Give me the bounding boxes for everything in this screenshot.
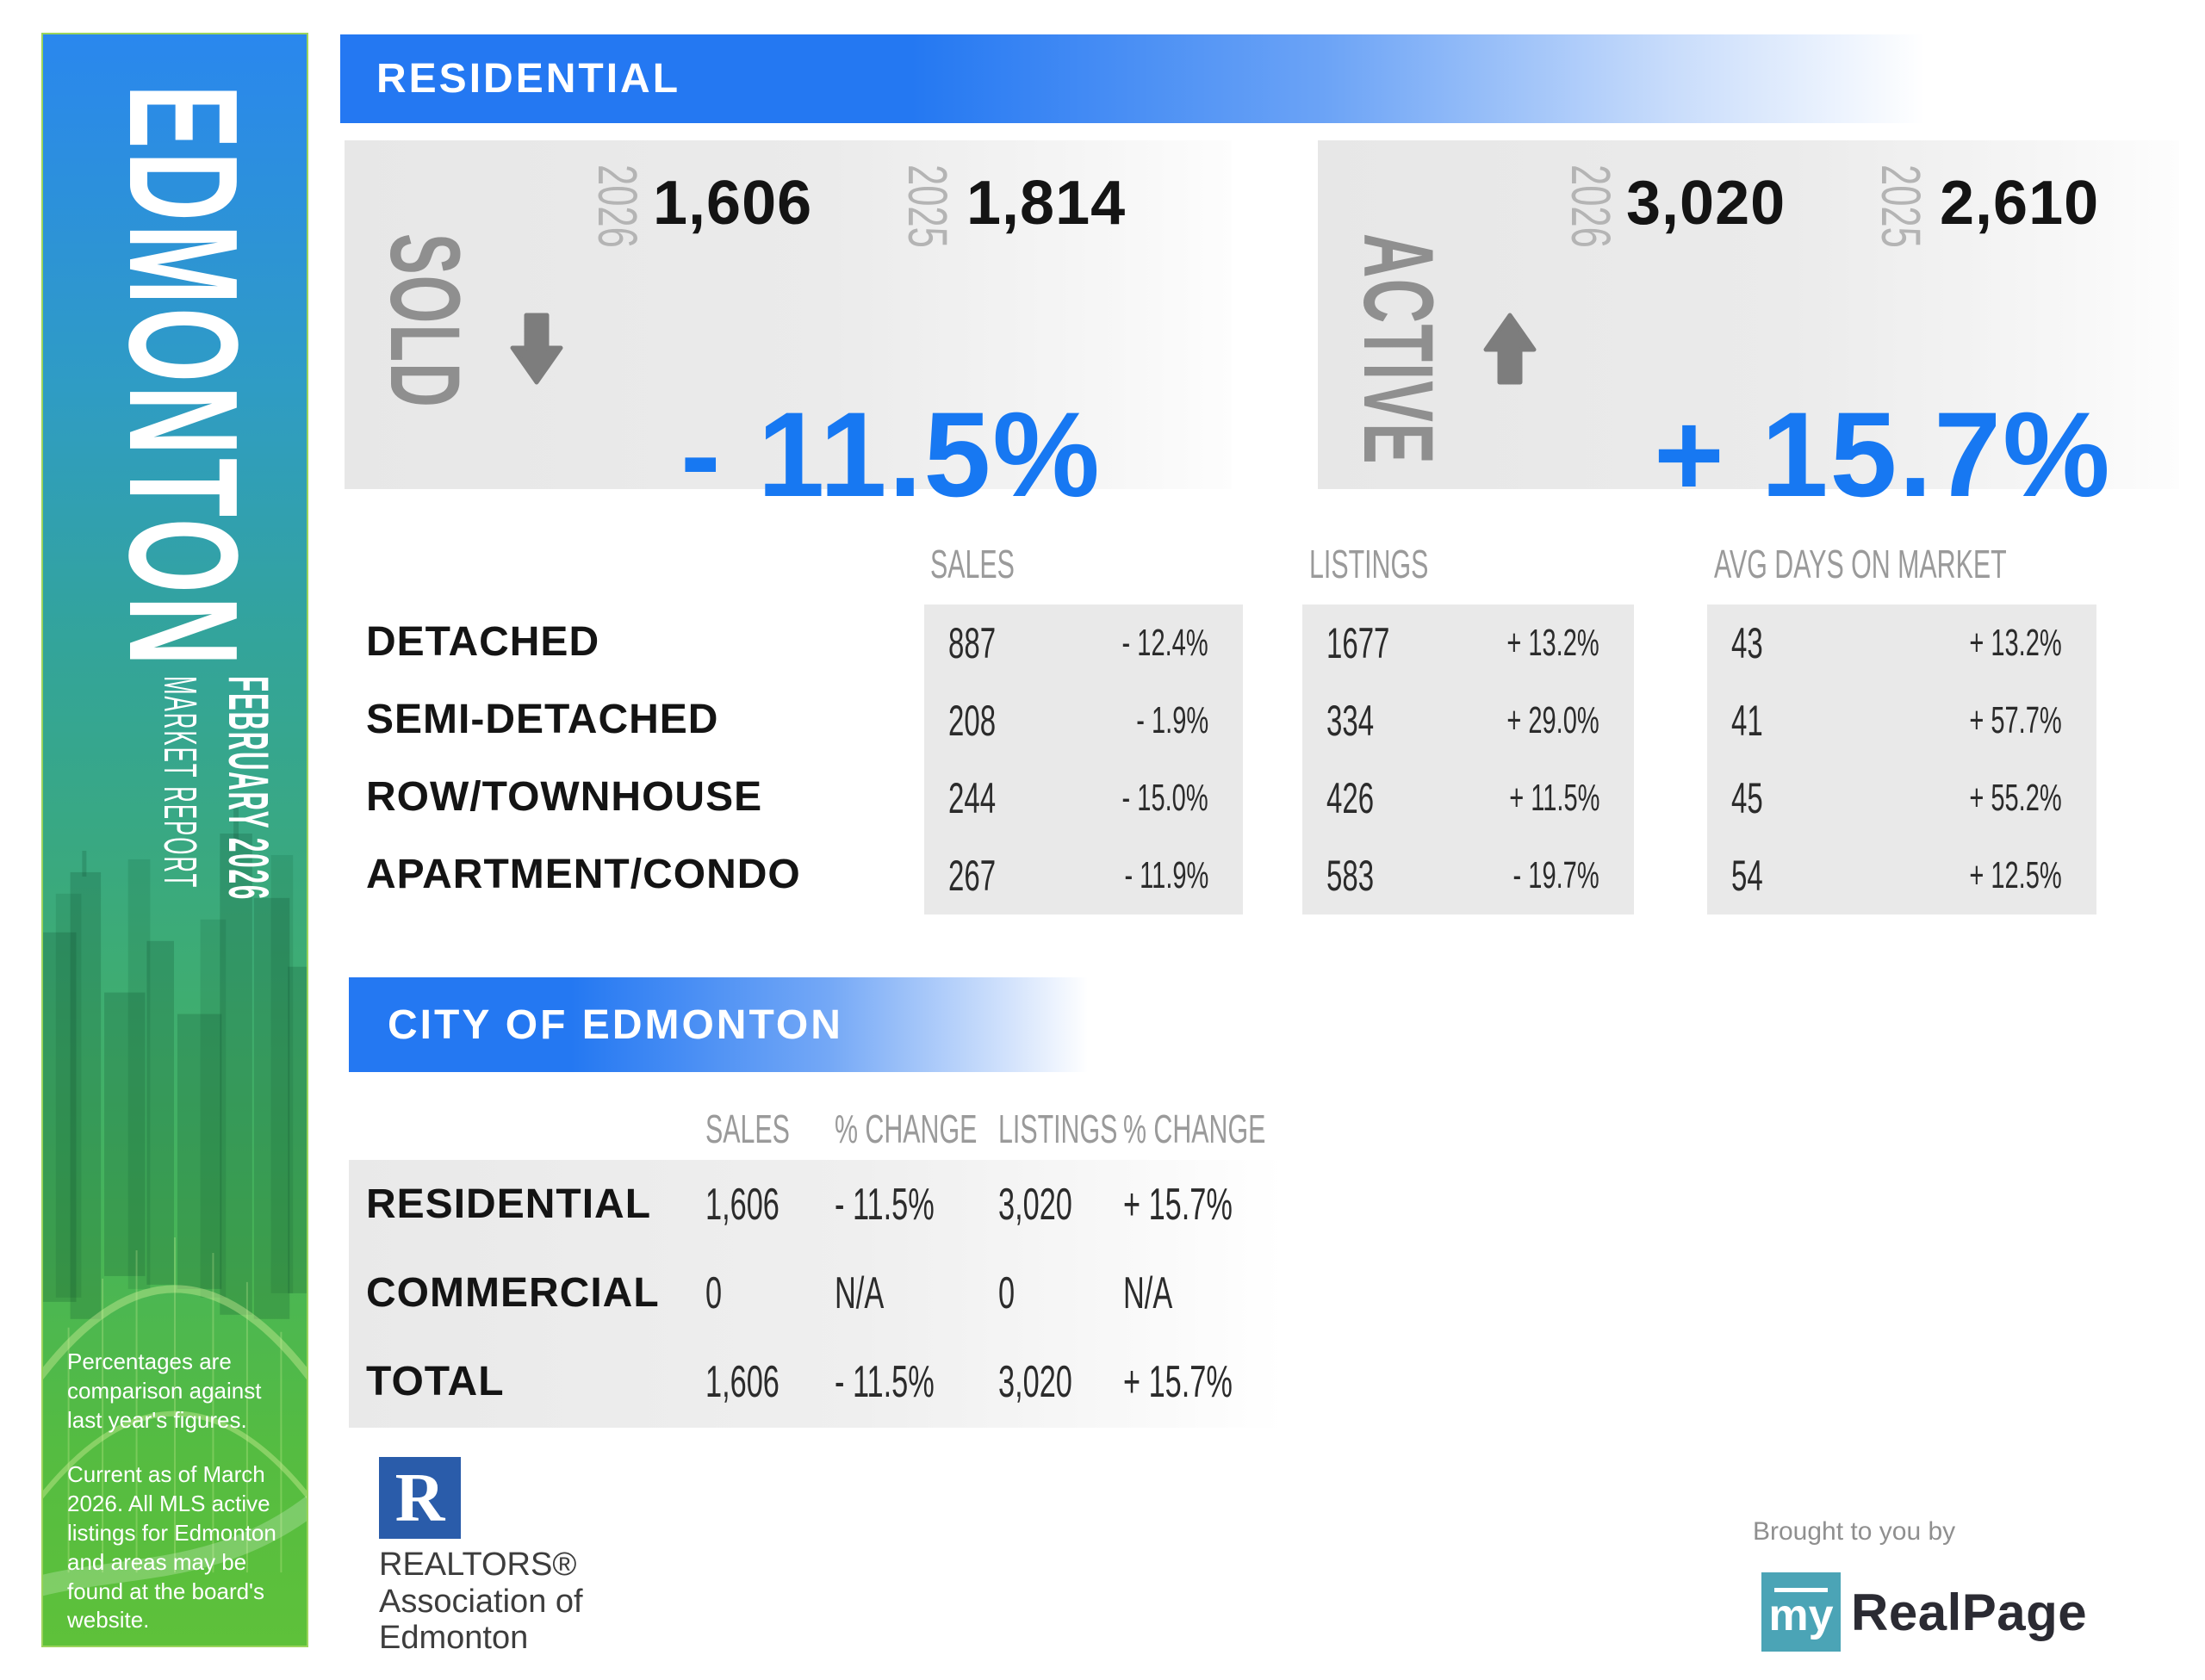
row-label-detached: DETACHED bbox=[366, 618, 600, 665]
city-of-edmonton-banner: CITY OF EDMONTON bbox=[349, 977, 1088, 1072]
table-row: 887 - 12.4% bbox=[948, 619, 1208, 667]
active-stat-box: ACTIVE 2026 3,020 2025 2,610 + 15.7% bbox=[1318, 140, 2179, 515]
table-row: 583 - 19.7% bbox=[1326, 852, 1599, 900]
sidebar-notes: Percentages are comparison against last … bbox=[67, 1348, 284, 1680]
realtor-line2: Association of bbox=[379, 1583, 583, 1620]
note-percentages: Percentages are comparison against last … bbox=[67, 1348, 262, 1433]
table-row: 267 - 11.9% bbox=[948, 852, 1208, 900]
city-table: RESIDENTIAL 1,606 - 11.5% 3,020 + 15.7% … bbox=[349, 1160, 1283, 1428]
realtor-line3: Edmonton bbox=[379, 1620, 529, 1657]
sales-column: 887 - 12.4% 208 - 1.9% 244 - 15.0% 267 -… bbox=[924, 604, 1243, 914]
table-row: TOTAL 1,606 - 11.5% 3,020 + 15.7% bbox=[349, 1337, 1283, 1426]
table-row: 334 + 29.0% bbox=[1326, 697, 1599, 745]
city-row-label: COMMERCIAL bbox=[366, 1270, 660, 1316]
sold-stat-box: SOLD 2026 1,606 2025 1,814 - 11.5% bbox=[345, 140, 1232, 515]
myrealpage-prefix: my bbox=[1768, 1590, 1834, 1641]
sold-value-2026: 1,606 bbox=[653, 169, 813, 238]
city-header-sales-change: % CHANGE bbox=[835, 1106, 978, 1151]
table-row: 208 - 1.9% bbox=[948, 697, 1208, 745]
realtors-association-logo: R bbox=[379, 1457, 461, 1539]
active-year-2025: 2025 bbox=[1870, 164, 1932, 248]
city-row-label: TOTAL bbox=[366, 1359, 505, 1404]
sold-year-2025: 2025 bbox=[897, 164, 959, 248]
city-row-label: RESIDENTIAL bbox=[366, 1181, 652, 1227]
table-row: 54 + 12.5% bbox=[1731, 852, 2062, 900]
city-header-listings-change: % CHANGE bbox=[1123, 1106, 1266, 1151]
table-row: COMMERCIAL 0 N/A 0 N/A bbox=[349, 1249, 1283, 1337]
sold-year-2026: 2026 bbox=[587, 164, 649, 248]
city-header-sales: SALES bbox=[705, 1106, 790, 1151]
sold-label: SOLD bbox=[370, 233, 480, 409]
city-table-headers: SALES % CHANGE LISTINGS % CHANGE bbox=[349, 1105, 1283, 1152]
realtor-line1: REALTORS® bbox=[379, 1547, 577, 1583]
row-label-semi-detached: SEMI-DETACHED bbox=[366, 696, 719, 742]
row-label-apartment-condo: APARTMENT/CONDO bbox=[366, 851, 801, 897]
active-value-2026: 3,020 bbox=[1626, 169, 1786, 238]
table-row: 45 + 55.2% bbox=[1731, 774, 2062, 822]
table-row: 43 + 13.2% bbox=[1731, 619, 2062, 667]
down-arrow-icon bbox=[510, 313, 563, 385]
city-skyline-illustration bbox=[43, 808, 307, 1596]
sales-column-header: SALES bbox=[930, 542, 1015, 586]
listings-column: 1677 + 13.2% 334 + 29.0% 426 + 11.5% 583… bbox=[1302, 604, 1634, 914]
active-value-2025: 2,610 bbox=[1940, 169, 2100, 238]
myrealpage-square-icon: my bbox=[1761, 1572, 1841, 1652]
active-label: ACTIVE bbox=[1343, 233, 1453, 465]
city-banner-title: CITY OF EDMONTON bbox=[388, 1001, 843, 1048]
sidebar: EDMONTON FEBRUARY 2026 MARKET REPORT Per… bbox=[41, 33, 308, 1680]
table-row: 1677 + 13.2% bbox=[1326, 619, 1599, 667]
avg-days-column: 43 + 13.2% 41 + 57.7% 45 + 55.2% 54 + 12… bbox=[1707, 604, 2096, 914]
brought-to-you-by-label: Brought to you by bbox=[1753, 1517, 1956, 1546]
table-row: 426 + 11.5% bbox=[1326, 774, 1599, 822]
sidebar-report-subtitle: MARKET REPORT bbox=[154, 676, 206, 890]
myrealpage-logo: my RealPage bbox=[1761, 1572, 2087, 1652]
table-row: 244 - 15.0% bbox=[948, 774, 1208, 822]
realtor-r-icon: R bbox=[394, 1460, 445, 1536]
sidebar-month-title: FEBRUARY 2026 bbox=[217, 676, 281, 902]
sidebar-city-title: EDMONTON bbox=[96, 84, 270, 669]
active-year-2026: 2026 bbox=[1560, 164, 1622, 248]
city-header-listings: LISTINGS bbox=[998, 1106, 1118, 1151]
residential-banner-title: RESIDENTIAL bbox=[376, 56, 681, 102]
active-percent-change: + 15.7% bbox=[1654, 387, 2112, 522]
realtors-association-name: REALTORS® Association of Edmonton bbox=[379, 1547, 583, 1657]
myrealpage-name: RealPage bbox=[1851, 1583, 2088, 1641]
sold-value-2025: 1,814 bbox=[966, 169, 1127, 238]
sold-percent-change: - 11.5% bbox=[680, 387, 1102, 522]
row-label-row-townhouse: ROW/TOWNHOUSE bbox=[366, 773, 763, 820]
table-row: RESIDENTIAL 1,606 - 11.5% 3,020 + 15.7% bbox=[349, 1160, 1283, 1249]
note-current: Current as of March 2026. All MLS active… bbox=[67, 1461, 276, 1634]
note-source: Source: realtorsofedmonton.com bbox=[67, 1662, 145, 1680]
table-row: 41 + 57.7% bbox=[1731, 697, 2062, 745]
listings-column-header: LISTINGS bbox=[1309, 542, 1429, 586]
up-arrow-icon bbox=[1483, 313, 1537, 385]
residential-banner: RESIDENTIAL bbox=[340, 34, 1925, 123]
property-type-labels: DETACHED SEMI-DETACHED ROW/TOWNHOUSE APA… bbox=[366, 603, 900, 913]
avg-days-column-header: AVG DAYS ON MARKET bbox=[1714, 542, 2007, 586]
myrealpage-overline bbox=[1774, 1588, 1828, 1593]
